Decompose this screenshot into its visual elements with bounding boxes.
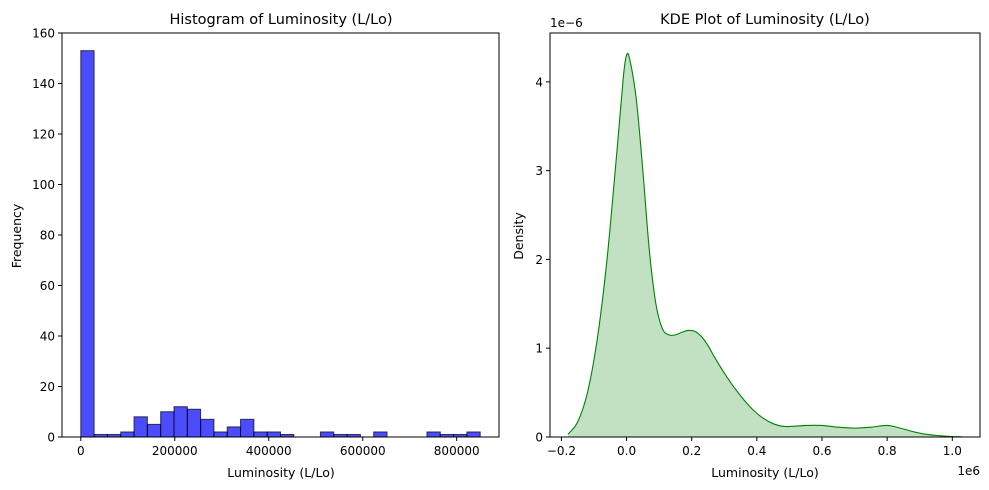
kde-y-tick-label: 0	[535, 431, 543, 445]
histogram-bar	[226, 426, 242, 438]
histogram-y-axis-label: Frequency	[9, 203, 24, 268]
kde-y-axis-label: Density	[511, 212, 526, 260]
histogram-bar	[466, 431, 481, 438]
histogram-bar	[253, 431, 268, 438]
histogram-bar	[80, 50, 95, 438]
histogram-bar	[213, 431, 228, 438]
histogram-y-tick-label: 40	[40, 330, 55, 344]
kde-x-tick-label: 0.0	[617, 444, 636, 458]
histogram-y-tick-label: 120	[32, 128, 55, 142]
histogram-bar	[373, 431, 388, 438]
histogram-y-tick-label: 140	[32, 77, 55, 91]
kde-y-ticks: 0 1 2 3 4	[535, 75, 550, 445]
histogram-x-tick-label: 400000	[246, 444, 292, 458]
histogram-x-tick-label: 200000	[152, 444, 198, 458]
kde-x-tick-label: −0.2	[547, 444, 576, 458]
histogram-bar	[160, 411, 175, 438]
histogram-x-tick-label: 800000	[434, 444, 480, 458]
histogram-y-tick-label: 100	[32, 178, 55, 192]
histogram-title: Histogram of Luminosity (L/Lo)	[169, 12, 392, 28]
kde-density-line	[567, 52, 963, 438]
kde-panel: KDE Plot of Luminosity (L/Lo) −0.2 0.0 0.2…	[511, 12, 981, 480]
kde-y-tick-label: 2	[535, 253, 543, 267]
histogram-y-ticks: 0 20 40 60 80 100 120 140 160	[32, 27, 62, 445]
histogram-panel: Histogram of Luminosity (L/Lo) 0 200000 40…	[9, 12, 500, 480]
histogram-x-tick-label: 0	[77, 444, 85, 458]
histogram-bar	[173, 406, 188, 438]
kde-x-axis-label: Luminosity (L/Lo)	[711, 465, 818, 480]
histogram-bar	[319, 431, 335, 438]
histogram-bar	[133, 416, 148, 438]
histogram-bar	[146, 423, 162, 438]
histogram-x-tick-label: 600000	[340, 444, 386, 458]
kde-y-tick-label: 1	[535, 342, 543, 356]
histogram-y-tick-label: 80	[40, 229, 55, 243]
kde-axes-frame	[549, 32, 981, 438]
histogram-y-tick-label: 0	[47, 431, 55, 445]
kde-y-tick-label: 3	[535, 164, 543, 178]
histogram-y-tick-label: 160	[32, 27, 55, 41]
histogram-bar	[200, 418, 215, 438]
kde-x-tick-label: 0.2	[682, 444, 701, 458]
histogram-y-tick-label: 60	[40, 279, 55, 293]
kde-x-offset-label: 1e6	[957, 464, 980, 478]
histogram-x-ticks: 0 200000 400000 600000 800000	[77, 437, 480, 458]
kde-y-offset-label: 1e−6	[550, 16, 583, 30]
kde-x-tick-label: 0.8	[878, 444, 897, 458]
histogram-bar	[266, 431, 281, 438]
histogram-x-axis-label: Luminosity (L/Lo)	[227, 465, 334, 480]
kde-x-tick-label: 1.0	[943, 444, 962, 458]
histogram-bar	[240, 418, 255, 438]
kde-title: KDE Plot of Luminosity (L/Lo)	[660, 12, 870, 28]
kde-y-tick-label: 4	[535, 75, 543, 89]
histogram-y-tick-label: 20	[40, 380, 55, 394]
kde-x-tick-label: 0.4	[747, 444, 766, 458]
histogram-bar	[120, 431, 135, 438]
kde-x-ticks: −0.2 0.0 0.2 0.4 0.6 0.8 1.0	[547, 437, 962, 458]
histogram-bar	[426, 431, 441, 438]
kde-x-tick-label: 0.6	[812, 444, 831, 458]
kde-density-fill	[567, 53, 963, 437]
histogram-bar	[186, 408, 202, 438]
